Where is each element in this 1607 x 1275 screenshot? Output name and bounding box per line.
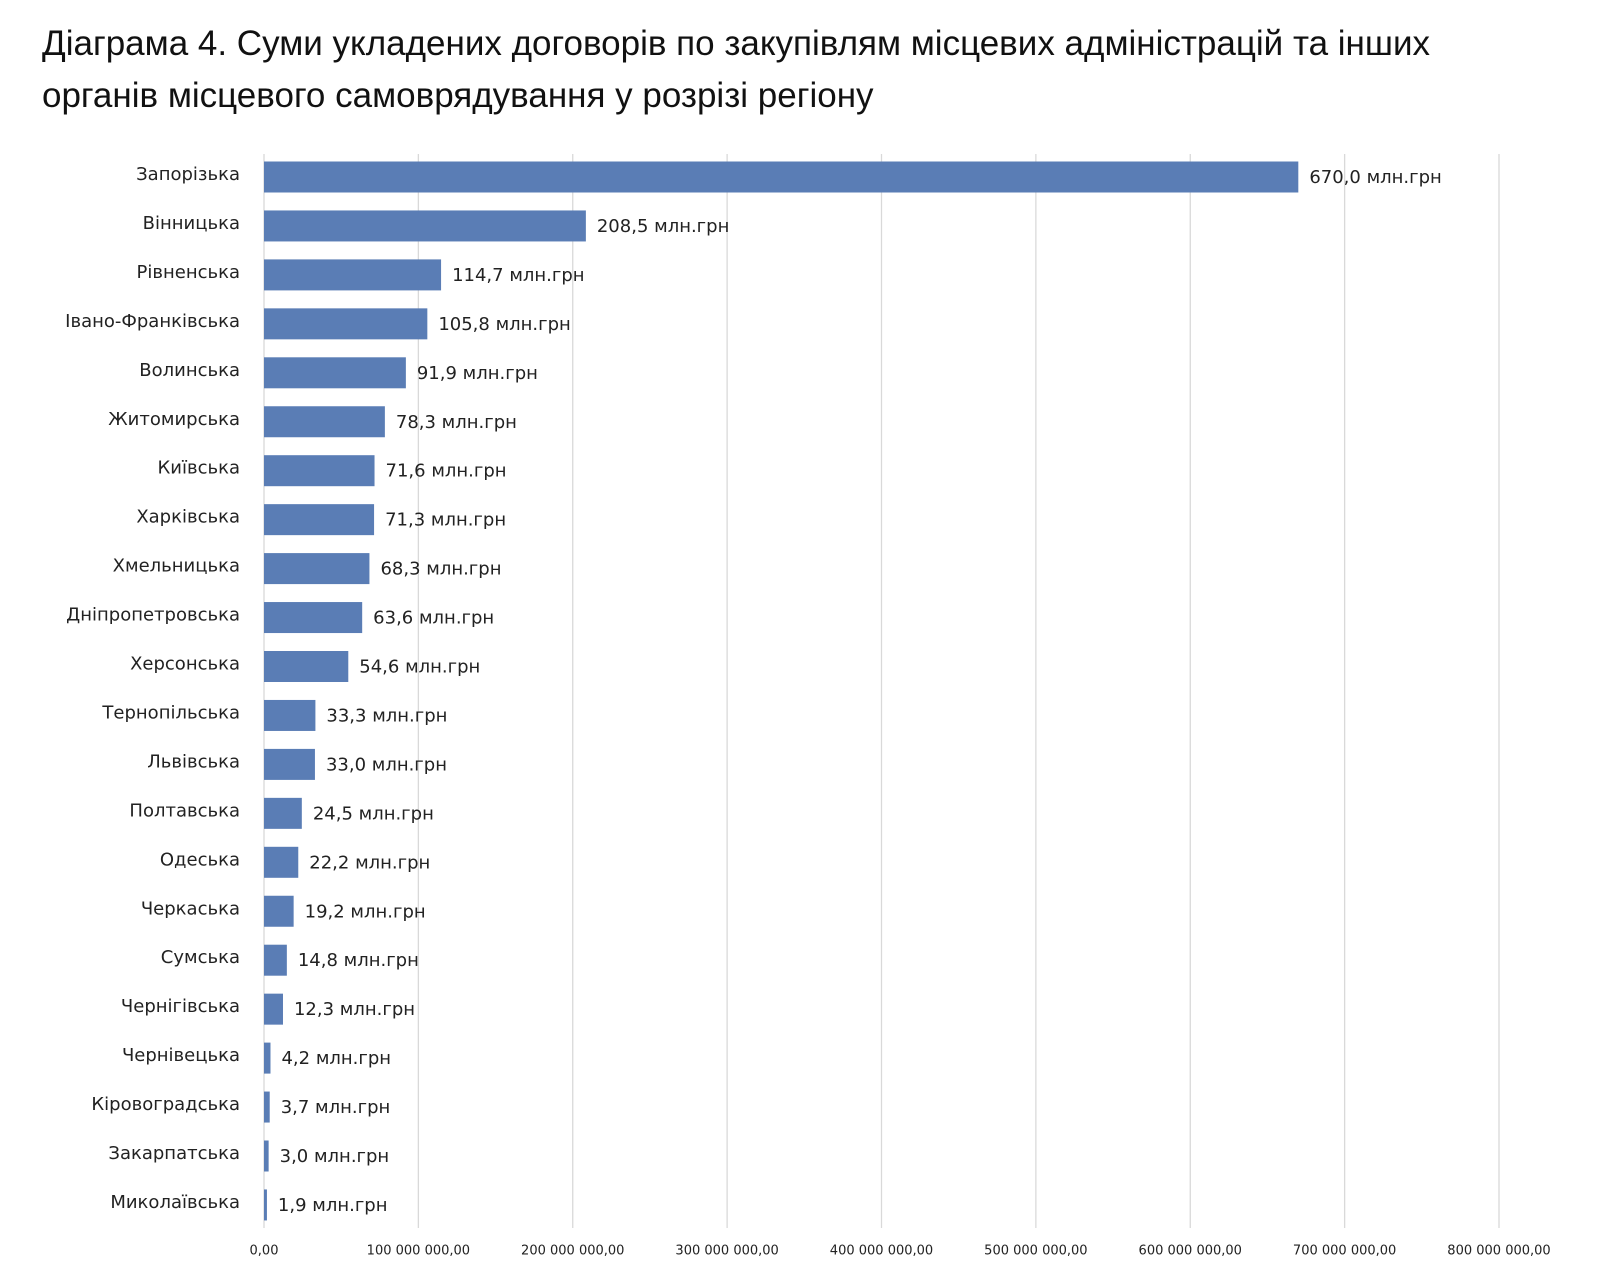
y-tick-label: Полтавська: [129, 800, 240, 821]
data-label: 114,7 млн.грн: [452, 265, 584, 286]
data-label: 3,7 млн.грн: [281, 1097, 391, 1118]
bar: [264, 602, 363, 634]
bar: [264, 846, 299, 878]
y-tick-label: Тернопільська: [101, 702, 240, 723]
y-tick-label: Дніпропетровська: [66, 605, 240, 626]
bar: [264, 944, 287, 976]
bar: [264, 455, 375, 487]
data-label: 670,0 млн.грн: [1309, 167, 1441, 188]
data-label: 3,0 млн.грн: [280, 1146, 390, 1167]
bar: [264, 357, 406, 389]
y-tick-label: Вінницька: [143, 213, 240, 234]
data-label: 12,3 млн.грн: [294, 999, 415, 1020]
data-label: 22,2 млн.грн: [309, 852, 430, 873]
data-label: 105,8 млн.грн: [438, 314, 570, 335]
x-tick-label: 700 000 000,00: [1293, 1244, 1396, 1259]
data-label: 63,6 млн.грн: [373, 608, 494, 629]
x-tick-label: 0,00: [250, 1244, 279, 1259]
bar: [264, 406, 385, 438]
bar: [264, 651, 349, 682]
x-tick-label: 300 000 000,00: [675, 1244, 778, 1259]
data-label: 1,9 млн.грн: [278, 1195, 388, 1216]
bar: [264, 1189, 267, 1221]
y-tick-label: Запорізька: [136, 164, 240, 185]
y-tick-label: Чернігівська: [121, 996, 240, 1017]
y-tick-label: Харківська: [136, 507, 240, 528]
x-tick-label: 500 000 000,00: [984, 1244, 1087, 1259]
y-tick-label: Закарпатська: [108, 1143, 240, 1164]
data-label: 208,5 млн.грн: [597, 216, 729, 237]
data-label: 14,8 млн.грн: [298, 950, 419, 971]
bar: [264, 993, 283, 1025]
bar: [264, 1042, 271, 1074]
bar: [264, 895, 294, 927]
y-tick-label: Івано-Франківська: [65, 311, 240, 332]
bar: [264, 699, 316, 731]
bar: [264, 748, 315, 780]
bar: [264, 553, 370, 585]
bar: [264, 797, 302, 829]
y-tick-label: Волинська: [139, 360, 240, 381]
data-label: 91,9 млн.грн: [417, 363, 538, 384]
data-label: 68,3 млн.грн: [380, 559, 501, 580]
x-tick-label: 600 000 000,00: [1139, 1244, 1242, 1259]
data-label: 24,5 млн.грн: [313, 803, 434, 824]
x-tick-label: 200 000 000,00: [521, 1244, 624, 1259]
data-label: 33,3 млн.грн: [326, 705, 447, 726]
bar: [264, 1140, 269, 1172]
y-tick-label: Рівненська: [137, 262, 240, 283]
x-tick-label: 400 000 000,00: [830, 1244, 933, 1259]
bar: [264, 1091, 270, 1123]
bar: [264, 210, 586, 242]
y-tick-label: Львівська: [147, 751, 240, 772]
bar: [264, 308, 428, 340]
data-label: 33,0 млн.грн: [326, 754, 447, 775]
bar: [264, 504, 375, 536]
bar: [264, 259, 442, 291]
data-label: 19,2 млн.грн: [305, 901, 426, 922]
y-tick-label: Чернівецька: [122, 1045, 240, 1066]
y-tick-label: Житомирська: [108, 409, 240, 430]
data-label: 71,3 млн.грн: [385, 510, 506, 531]
y-tick-label: Київська: [158, 458, 241, 479]
y-tick-label: Херсонська: [130, 654, 240, 675]
y-tick-label: Черкаська: [141, 898, 240, 919]
y-tick-label: Одеська: [160, 849, 240, 870]
y-tick-label: Миколаївська: [110, 1192, 240, 1213]
data-label: 54,6 млн.грн: [359, 657, 480, 678]
y-tick-label: Хмельницька: [113, 556, 240, 577]
x-tick-label: 100 000 000,00: [367, 1244, 470, 1259]
y-tick-label: Кіровоградська: [91, 1094, 240, 1115]
y-tick-label: Сумська: [161, 947, 240, 968]
data-label: 71,6 млн.грн: [386, 461, 507, 482]
x-tick-label: 800 000 000,00: [1447, 1244, 1550, 1259]
data-label: 78,3 млн.грн: [396, 412, 517, 433]
bar: [264, 161, 1299, 193]
chart-title: Діаграма 4. Суми укладених договорів по …: [42, 24, 1431, 115]
data-label: 4,2 млн.грн: [281, 1048, 391, 1069]
